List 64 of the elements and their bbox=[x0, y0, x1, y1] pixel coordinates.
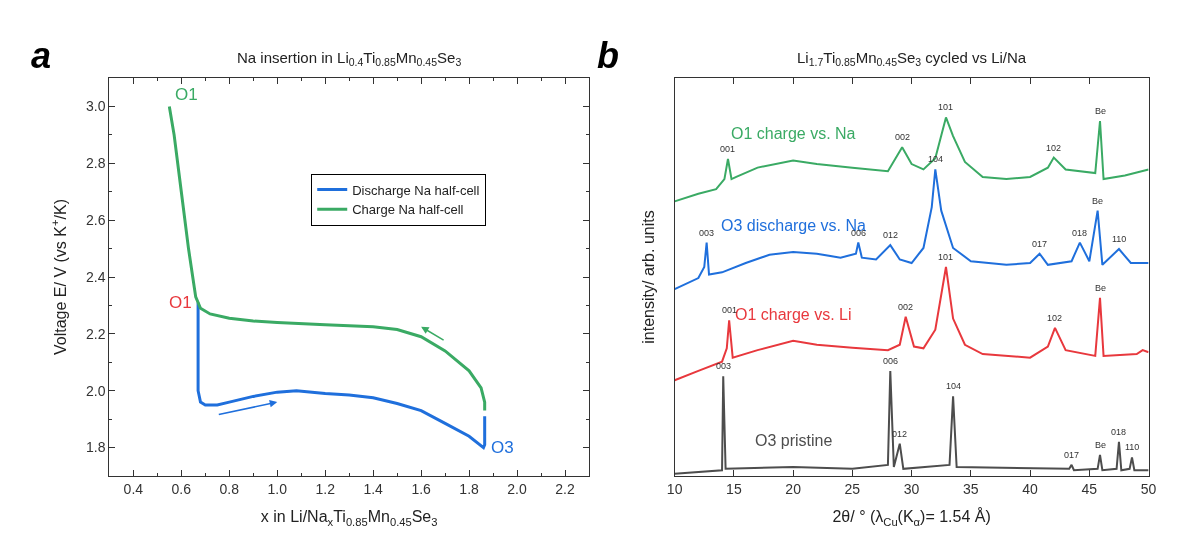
annotation: 102 bbox=[1047, 313, 1063, 323]
annotation: 018 bbox=[1111, 427, 1127, 437]
series-label: O3 pristine bbox=[755, 432, 833, 449]
x-tick-label: 25 bbox=[844, 480, 861, 497]
annotation: 002 bbox=[898, 302, 914, 312]
x-tick-label: 10 bbox=[666, 480, 683, 497]
y-tick-label: 3.0 bbox=[86, 98, 106, 115]
chart-title: Na insertion in Li$_{0.4}$Ti$_{0.85}$Mn$_{0.45}$Se$_{3}$ bbox=[237, 49, 462, 69]
annotation: 110 bbox=[1125, 442, 1140, 452]
y-tick-label: 2.8 bbox=[86, 155, 106, 172]
annotation: 101 bbox=[938, 252, 954, 262]
annotation: 102 bbox=[1046, 143, 1062, 153]
x-tick-label: 1.4 bbox=[363, 480, 384, 497]
annotation: 006 bbox=[883, 356, 899, 366]
annotation: Be bbox=[1092, 196, 1104, 206]
x-tick-label: 30 bbox=[903, 480, 920, 497]
y-tick-label: 1.8 bbox=[86, 439, 106, 456]
text: a bbox=[31, 35, 52, 76]
x-tick-label: 2.2 bbox=[555, 480, 575, 497]
annotation: 110 bbox=[1112, 234, 1127, 244]
y-tick-label: 2.2 bbox=[86, 325, 106, 342]
annotation: 001 bbox=[720, 144, 736, 154]
y-tick-label: 2.4 bbox=[86, 268, 106, 285]
x-axis-title: 2θ/ ° (λ$_{Cu}$(K$_{α}$)= 1.54 Å) bbox=[832, 507, 991, 528]
legend-label: Discharge Na half-cell bbox=[352, 182, 480, 198]
x-tick-label: 15 bbox=[726, 480, 742, 497]
annotation: Be bbox=[1095, 106, 1107, 116]
text: b bbox=[597, 35, 619, 76]
series-label: O1 charge vs. Na bbox=[731, 125, 856, 142]
x-tick-label: 0.8 bbox=[219, 480, 240, 497]
annotation: 003 bbox=[716, 361, 732, 371]
x-tick-label: 20 bbox=[785, 480, 802, 497]
x-tick-label: 45 bbox=[1081, 480, 1098, 497]
x-tick-label: 2.0 bbox=[507, 480, 527, 497]
x-tick-label: 1.6 bbox=[411, 480, 432, 497]
x-tick-label: 50 bbox=[1140, 480, 1157, 497]
x-tick-label: 40 bbox=[1022, 480, 1039, 497]
chart-title: Li$_{1.7}$Ti$_{0.85}$Mn$_{0.45}$Se$_{3}$ cycled vs Li/Na bbox=[797, 49, 1027, 69]
annotation: 017 bbox=[1032, 239, 1048, 249]
annotation: 017 bbox=[1064, 450, 1080, 460]
y-tick-label: 2.6 bbox=[86, 212, 106, 229]
line-series bbox=[167, 104, 487, 413]
annotation: O1 bbox=[175, 85, 198, 104]
x-tick-label: 0.4 bbox=[123, 480, 144, 497]
annotation: O1 bbox=[169, 293, 192, 312]
annotation: 101 bbox=[938, 102, 954, 112]
x-axis-title: x in Li/Na$_{x}$Ti$_{0.85}$Mn$_{0.45}$Se$_{3}$ bbox=[260, 508, 438, 528]
annotation: 002 bbox=[895, 132, 911, 142]
annotation: Be bbox=[1095, 283, 1107, 293]
x-tick-label: 35 bbox=[963, 480, 979, 497]
annotation: O3 bbox=[491, 438, 514, 457]
annotation: 104 bbox=[946, 381, 962, 391]
x-tick-label: 1.2 bbox=[315, 480, 336, 497]
annotation: Be bbox=[1095, 440, 1107, 450]
annotation: 003 bbox=[699, 228, 715, 238]
x-tick-label: 0.6 bbox=[171, 480, 192, 497]
annotation: 012 bbox=[883, 230, 899, 240]
x-tick-label: 1.0 bbox=[267, 480, 288, 497]
x-tick-label: 1.8 bbox=[459, 480, 480, 497]
annotation: 018 bbox=[1072, 228, 1088, 238]
legend-label: Charge Na half-cell bbox=[352, 202, 464, 218]
series-label: O1 charge vs. Li bbox=[735, 306, 852, 323]
y-axis-title: intensity/ arb. units bbox=[639, 210, 657, 344]
y-tick-label: 2.0 bbox=[86, 382, 106, 399]
